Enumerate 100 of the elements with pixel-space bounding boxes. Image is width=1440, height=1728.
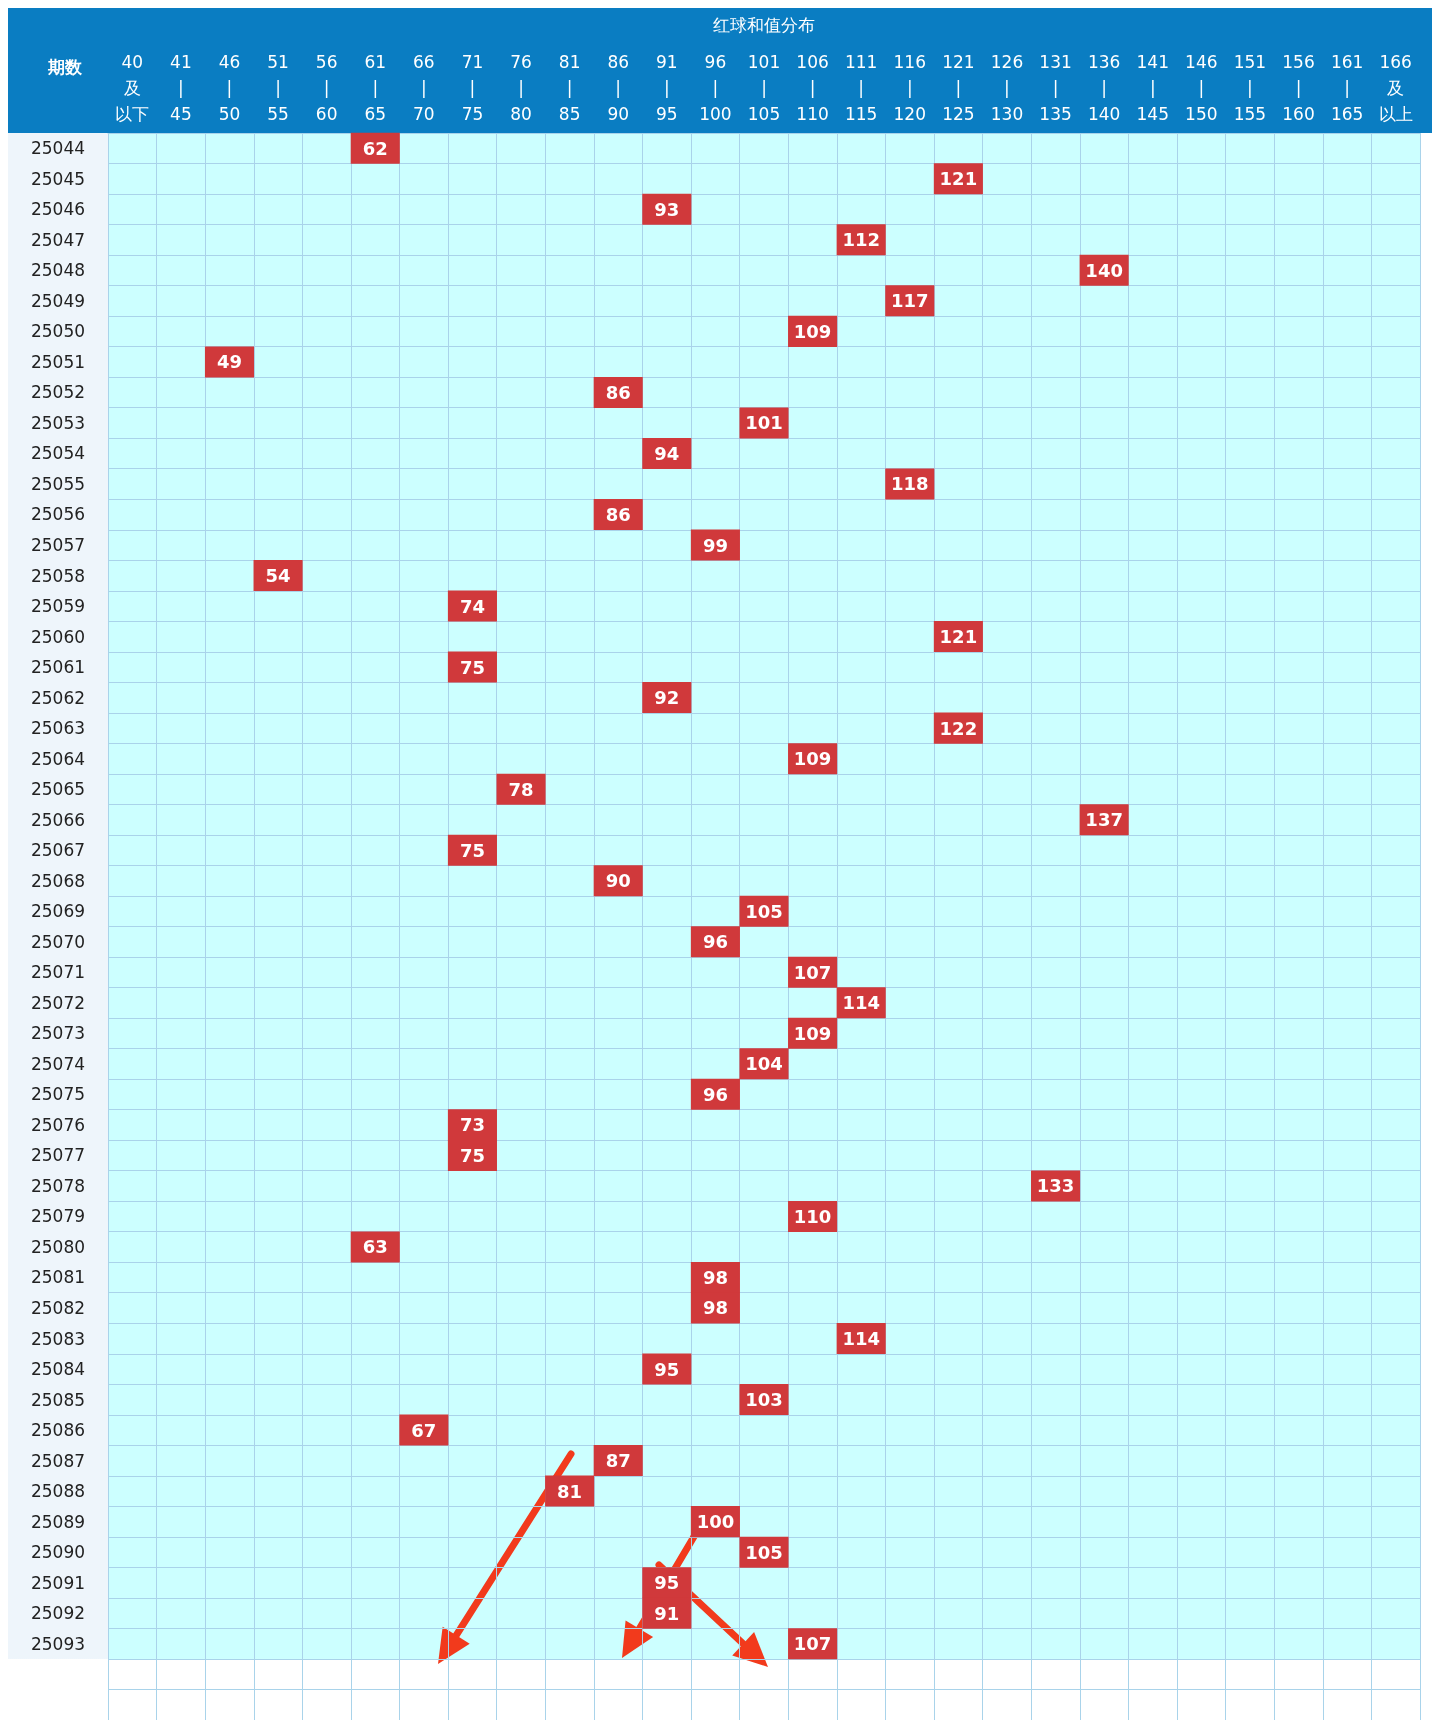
x-tick-label: 121 | 125 <box>942 52 975 124</box>
data-label: 54 <box>265 565 291 587</box>
y-tick-label: 25044 <box>30 138 86 159</box>
y-tick-label: 25062 <box>30 687 86 708</box>
x-axis-title: 红球和值分布 <box>713 14 815 35</box>
y-tick-label: 25061 <box>30 657 86 678</box>
data-label: 121 <box>939 168 978 190</box>
y-tick-label: 25059 <box>30 596 86 617</box>
data-label: 114 <box>842 992 880 1014</box>
data-label: 137 <box>1085 809 1123 831</box>
data-label: 95 <box>654 1572 680 1594</box>
data-label: 81 <box>557 1480 583 1502</box>
y-tick-label: 25077 <box>30 1145 86 1166</box>
y-tick-label: 25087 <box>30 1450 86 1471</box>
y-tick-label: 25071 <box>30 962 86 983</box>
data-label: 92 <box>654 687 680 709</box>
x-tick-label: 91 | 95 <box>655 52 678 124</box>
data-label: 94 <box>654 442 680 464</box>
x-tick-label: 126 | 130 <box>990 52 1024 124</box>
y-tick-label: 25090 <box>30 1542 86 1563</box>
y-tick-label: 25053 <box>30 412 86 433</box>
x-tick-label: 41 | 45 <box>170 52 192 124</box>
y-tick-label: 25068 <box>30 870 86 891</box>
data-label: 114 <box>842 1328 880 1350</box>
x-tick-label: 106 | 110 <box>796 52 829 124</box>
data-label: 86 <box>605 503 631 525</box>
data-label: 90 <box>605 870 631 892</box>
y-tick-label: 25092 <box>30 1603 86 1624</box>
data-label: 49 <box>216 351 243 373</box>
x-tick-label: 61 | 65 <box>364 52 387 124</box>
x-tick-label: 66 | 70 <box>413 52 435 124</box>
x-tick-label: 166及以上 <box>1378 52 1413 124</box>
data-label: 101 <box>745 412 783 434</box>
y-tick-label: 25058 <box>30 565 86 586</box>
y-tick-label: 25083 <box>30 1328 86 1349</box>
data-label: 103 <box>745 1389 783 1411</box>
data-label: 122 <box>939 717 978 739</box>
data-label: 87 <box>605 1450 631 1472</box>
x-tick-label: 101 | 105 <box>747 52 781 124</box>
data-label: 107 <box>793 1633 832 1655</box>
data-label: 74 <box>459 595 485 617</box>
data-label: 62 <box>362 137 388 159</box>
y-tick-label: 25075 <box>30 1084 86 1105</box>
y-tick-label: 25078 <box>30 1175 86 1196</box>
x-tick-label: 131 | 135 <box>1039 52 1072 124</box>
x-tick-label: 151 | 155 <box>1233 52 1267 124</box>
data-label: 96 <box>702 1083 728 1105</box>
x-tick-label: 111 | 115 <box>844 52 878 124</box>
x-tick-label: 51 | 55 <box>267 52 289 124</box>
y-tick-label: 25067 <box>30 840 86 861</box>
y-tick-label: 25081 <box>30 1267 86 1288</box>
y-tick-label: 25052 <box>30 382 86 403</box>
data-label: 105 <box>745 900 783 922</box>
data-label: 121 <box>939 626 978 648</box>
y-tick-label: 25064 <box>30 748 86 769</box>
data-label: 107 <box>793 961 832 983</box>
y-tick-label: 25046 <box>30 199 86 220</box>
data-label: 95 <box>654 1358 680 1380</box>
data-label: 75 <box>459 656 485 678</box>
data-label: 104 <box>745 1053 783 1075</box>
y-tick-label: 25065 <box>30 779 86 800</box>
y-tick-label: 25054 <box>30 443 86 464</box>
y-tick-label: 25051 <box>30 351 86 372</box>
y-tick-label: 25086 <box>30 1420 86 1441</box>
x-tick-label: 156 | 160 <box>1282 52 1315 124</box>
data-label: 93 <box>654 198 680 220</box>
y-tick-label: 25072 <box>30 992 86 1013</box>
data-label: 109 <box>793 320 832 342</box>
data-label: 140 <box>1085 259 1123 281</box>
data-label: 109 <box>793 1022 832 1044</box>
y-tick-label: 25047 <box>30 229 86 250</box>
x-tick-label: 71 | 75 <box>461 52 484 124</box>
data-label: 110 <box>793 1205 832 1227</box>
x-tick-label: 141 | 145 <box>1136 52 1169 124</box>
y-tick-label: 25076 <box>30 1114 86 1135</box>
data-label: 78 <box>508 778 534 800</box>
data-label: 75 <box>459 1144 485 1166</box>
y-tick-label: 25085 <box>30 1389 86 1410</box>
x-tick-label: 40及以下 <box>115 52 150 124</box>
data-label: 112 <box>842 229 880 251</box>
data-label: 109 <box>793 748 832 770</box>
x-tick-label: 116 | 120 <box>893 52 926 124</box>
y-tick-label: 25082 <box>30 1297 86 1318</box>
y-tick-label: 25069 <box>30 901 86 922</box>
y-tick-label: 25070 <box>30 931 86 952</box>
data-label: 63 <box>362 1236 388 1258</box>
y-tick-label: 25045 <box>30 168 86 189</box>
data-label: 96 <box>702 931 728 953</box>
y-tick-label: 25084 <box>30 1359 86 1380</box>
data-label: 86 <box>605 381 631 403</box>
data-label: 133 <box>1036 1175 1075 1197</box>
data-label: 73 <box>459 1114 485 1136</box>
data-label: 100 <box>696 1511 735 1533</box>
y-tick-label: 25066 <box>30 809 86 830</box>
y-tick-label: 25089 <box>30 1511 86 1532</box>
y-tick-label: 25048 <box>30 260 86 281</box>
x-tick-label: 86 | 90 <box>607 52 630 124</box>
x-tick-label: 146 | 150 <box>1185 52 1218 124</box>
y-tick-label: 25055 <box>30 473 86 494</box>
y-tick-label: 25080 <box>30 1236 86 1257</box>
